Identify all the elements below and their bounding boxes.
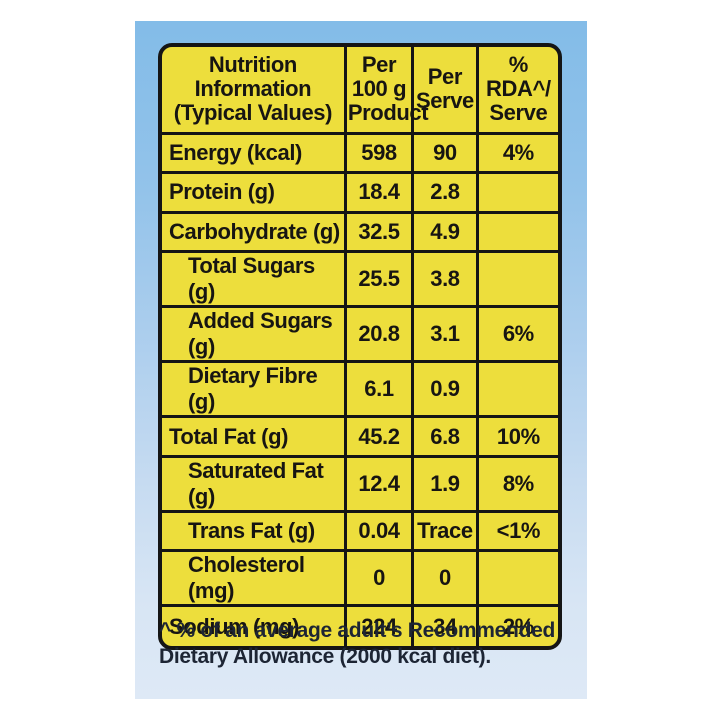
table-row-added-sugars: Added Sugars (g) 20.8 3.1 6% bbox=[162, 305, 558, 364]
row-label: Total Sugars (g) bbox=[162, 250, 347, 309]
value-rda: 10% bbox=[475, 415, 558, 458]
row-label: Energy (kcal) bbox=[162, 131, 347, 175]
value-per-100g: 0.04 bbox=[343, 509, 415, 553]
row-label: Saturated Fat (g) bbox=[162, 454, 347, 513]
row-label: Dietary Fibre (g) bbox=[162, 360, 347, 419]
value-per-100g: 0 bbox=[343, 549, 415, 608]
value-rda bbox=[475, 171, 558, 214]
row-label: Total Fat (g) bbox=[162, 415, 347, 458]
value-per-serve: 1.9 bbox=[411, 454, 479, 513]
value-per-serve: 0 bbox=[411, 549, 479, 608]
value-rda bbox=[475, 549, 558, 608]
table-row-carbohydrate: Carbohydrate (g) 32.5 4.9 bbox=[162, 210, 558, 254]
table-row-protein: Protein (g) 18.4 2.8 bbox=[162, 171, 558, 214]
header-rda-serve: % RDA^/ Serve bbox=[475, 46, 558, 135]
value-per-serve: Trace bbox=[411, 509, 479, 553]
table-row-saturated-fat: Saturated Fat (g) 12.4 1.9 8% bbox=[162, 454, 558, 513]
table-header-row: Nutrition Information (Typical Values) P… bbox=[162, 46, 558, 135]
value-rda: 4% bbox=[475, 131, 558, 175]
value-rda: 2% bbox=[475, 604, 558, 646]
value-rda: 6% bbox=[475, 305, 558, 364]
value-rda bbox=[475, 250, 558, 309]
value-per-100g: 20.8 bbox=[343, 305, 415, 364]
header-per-100g: Per 100 g Product bbox=[343, 46, 429, 135]
value-per-100g: 224 bbox=[343, 604, 415, 646]
table-row-total-fat: Total Fat (g) 45.2 6.8 10% bbox=[162, 415, 558, 458]
row-label: Protein (g) bbox=[162, 171, 347, 214]
value-per-serve: 34 bbox=[411, 604, 479, 646]
table-row-trans-fat: Trans Fat (g) 0.04 Trace <1% bbox=[162, 509, 558, 553]
row-label: Trans Fat (g) bbox=[162, 509, 347, 553]
value-rda bbox=[475, 210, 558, 254]
value-per-serve: 3.8 bbox=[411, 250, 479, 309]
value-per-100g: 12.4 bbox=[343, 454, 415, 513]
value-per-100g: 6.1 bbox=[343, 360, 415, 419]
row-label: Added Sugars (g) bbox=[162, 305, 347, 364]
header-nutrition-information: Nutrition Information (Typical Values) bbox=[162, 46, 347, 135]
value-per-serve: 3.1 bbox=[411, 305, 479, 364]
table-row-dietary-fibre: Dietary Fibre (g) 6.1 0.9 bbox=[162, 360, 558, 419]
row-label: Sodium (mg) bbox=[162, 604, 347, 646]
value-per-100g: 45.2 bbox=[343, 415, 415, 458]
value-rda bbox=[475, 360, 558, 419]
row-label: Carbohydrate (g) bbox=[162, 210, 347, 254]
table-row-cholesterol: Cholesterol (mg) 0 0 bbox=[162, 549, 558, 608]
table-row-total-sugars: Total Sugars (g) 25.5 3.8 bbox=[162, 250, 558, 309]
rda-footnote: ^ % of an average adult’s Recommended Di… bbox=[159, 619, 556, 668]
value-per-serve: 0.9 bbox=[411, 360, 479, 419]
value-per-serve: 2.8 bbox=[411, 171, 479, 214]
blue-label-panel: Nutrition Information (Typical Values) P… bbox=[135, 21, 587, 699]
value-rda: 8% bbox=[475, 454, 558, 513]
table-row-energy: Energy (kcal) 598 90 4% bbox=[162, 131, 558, 175]
value-per-serve: 90 bbox=[411, 131, 479, 175]
table-row-sodium: Sodium (mg) 224 34 2% bbox=[162, 604, 558, 646]
header-per-serve: Per Serve bbox=[411, 46, 479, 135]
value-per-100g: 32.5 bbox=[343, 210, 415, 254]
value-per-100g: 598 bbox=[343, 131, 415, 175]
value-per-serve: 6.8 bbox=[411, 415, 479, 458]
value-per-100g: 18.4 bbox=[343, 171, 415, 214]
nutrition-table: Nutrition Information (Typical Values) P… bbox=[158, 43, 562, 650]
value-per-100g: 25.5 bbox=[343, 250, 415, 309]
value-rda: <1% bbox=[475, 509, 558, 553]
value-per-serve: 4.9 bbox=[411, 210, 479, 254]
row-label: Cholesterol (mg) bbox=[162, 549, 347, 608]
